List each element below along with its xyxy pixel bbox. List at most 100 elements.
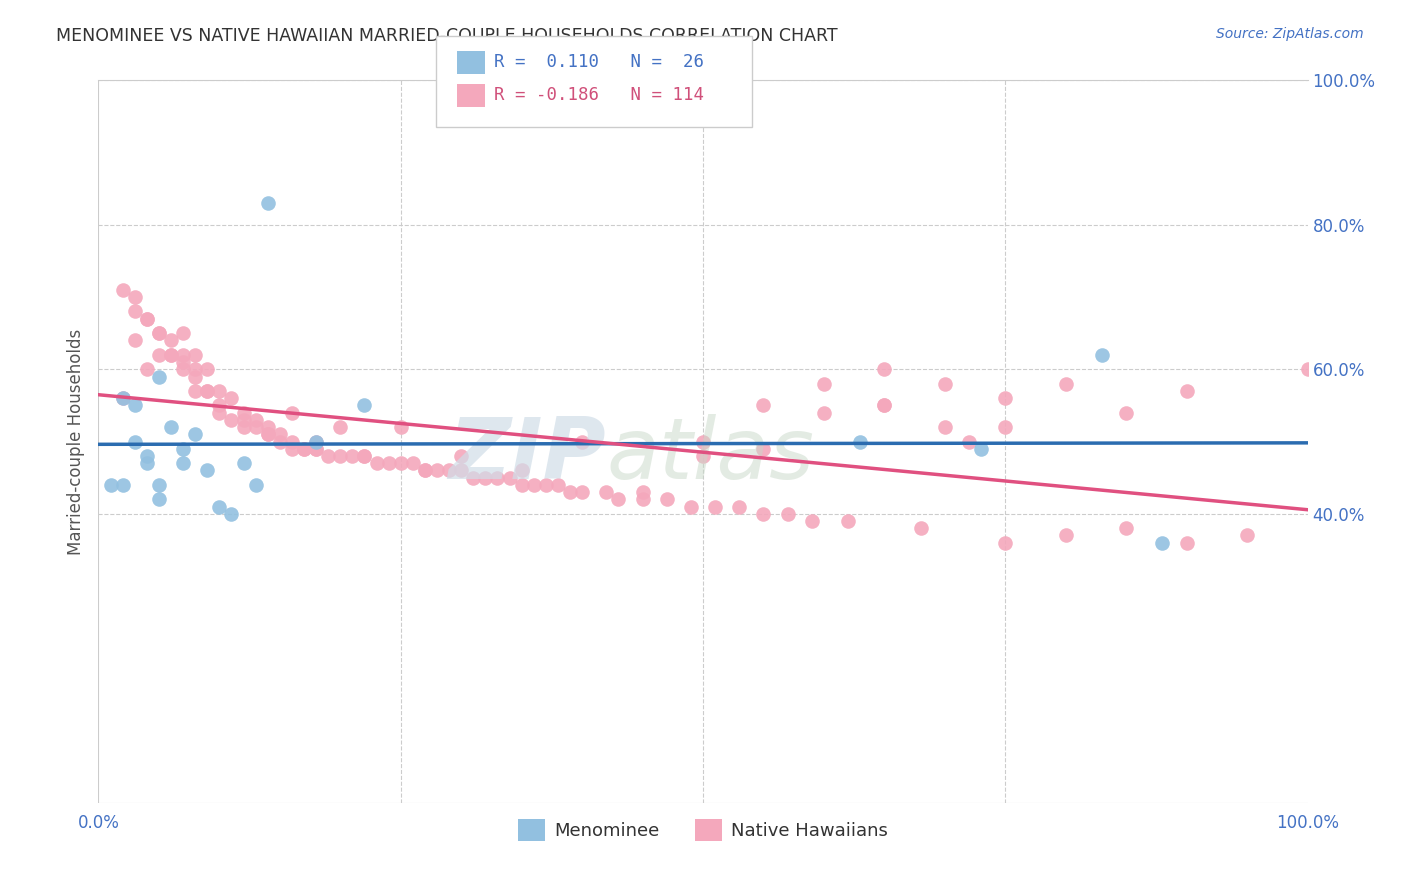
Point: [184, 362, 207, 376]
Text: atlas: atlas: [606, 415, 814, 498]
Point: [160, 348, 183, 362]
Point: [221, 507, 243, 521]
Point: [195, 384, 218, 398]
Point: [752, 507, 775, 521]
Point: [752, 442, 775, 456]
Point: [329, 449, 352, 463]
Point: [631, 492, 654, 507]
Point: [679, 500, 702, 514]
Point: [232, 413, 254, 427]
Point: [1054, 528, 1077, 542]
Point: [232, 420, 254, 434]
Point: [232, 406, 254, 420]
Point: [1175, 384, 1198, 398]
Point: [994, 391, 1017, 405]
Point: [1115, 521, 1137, 535]
Text: R = -0.186   N = 114: R = -0.186 N = 114: [494, 86, 703, 103]
Point: [195, 463, 218, 477]
Point: [655, 492, 678, 507]
Point: [195, 384, 218, 398]
Point: [994, 420, 1017, 434]
Point: [776, 507, 799, 521]
Point: [353, 398, 375, 412]
Y-axis label: Married-couple Households: Married-couple Households: [66, 328, 84, 555]
Text: MENOMINEE VS NATIVE HAWAIIAN MARRIED-COUPLE HOUSEHOLDS CORRELATION CHART: MENOMINEE VS NATIVE HAWAIIAN MARRIED-COU…: [56, 27, 838, 45]
Point: [184, 384, 207, 398]
Point: [426, 463, 449, 477]
Point: [221, 413, 243, 427]
Point: [631, 485, 654, 500]
Point: [111, 478, 134, 492]
Point: [1152, 535, 1174, 549]
Point: [800, 514, 823, 528]
Point: [281, 434, 304, 449]
Point: [498, 470, 520, 484]
Point: [124, 434, 146, 449]
Point: [752, 398, 775, 412]
Point: [256, 427, 278, 442]
Point: [1091, 348, 1114, 362]
Point: [510, 463, 533, 477]
Point: [366, 456, 388, 470]
Point: [269, 427, 291, 442]
Point: [184, 348, 207, 362]
Point: [1175, 535, 1198, 549]
Point: [208, 384, 231, 398]
Point: [148, 348, 170, 362]
Point: [124, 290, 146, 304]
Text: ZIP: ZIP: [449, 415, 606, 498]
Point: [148, 492, 170, 507]
Point: [269, 434, 291, 449]
Point: [245, 413, 267, 427]
Point: [595, 485, 617, 500]
Point: [813, 406, 835, 420]
Point: [934, 376, 956, 391]
Point: [510, 478, 533, 492]
Point: [571, 485, 593, 500]
Point: [704, 500, 727, 514]
Point: [558, 485, 581, 500]
Point: [692, 449, 714, 463]
Point: [172, 362, 194, 376]
Point: [547, 478, 569, 492]
Point: [281, 442, 304, 456]
Point: [1296, 362, 1319, 376]
Point: [873, 398, 896, 412]
Point: [970, 442, 993, 456]
Point: [208, 406, 231, 420]
Point: [281, 406, 304, 420]
Point: [160, 420, 183, 434]
Point: [523, 478, 546, 492]
Point: [111, 283, 134, 297]
Legend: Menominee, Native Hawaiians: Menominee, Native Hawaiians: [510, 812, 896, 848]
Point: [934, 420, 956, 434]
Point: [160, 348, 183, 362]
Point: [256, 196, 278, 211]
Point: [437, 463, 460, 477]
Point: [172, 456, 194, 470]
Point: [957, 434, 980, 449]
Point: [474, 470, 496, 484]
Point: [124, 304, 146, 318]
Point: [377, 456, 399, 470]
Point: [305, 434, 328, 449]
Text: Source: ZipAtlas.com: Source: ZipAtlas.com: [1216, 27, 1364, 41]
Point: [728, 500, 751, 514]
Point: [571, 434, 593, 449]
Point: [172, 442, 194, 456]
Point: [148, 326, 170, 340]
Point: [342, 449, 364, 463]
Point: [232, 456, 254, 470]
Point: [1054, 376, 1077, 391]
Point: [184, 427, 207, 442]
Point: [994, 535, 1017, 549]
Point: [329, 420, 352, 434]
Point: [148, 326, 170, 340]
Point: [172, 355, 194, 369]
Point: [256, 420, 278, 434]
Point: [305, 442, 328, 456]
Point: [305, 442, 328, 456]
Point: [256, 427, 278, 442]
Point: [184, 369, 207, 384]
Point: [389, 456, 412, 470]
